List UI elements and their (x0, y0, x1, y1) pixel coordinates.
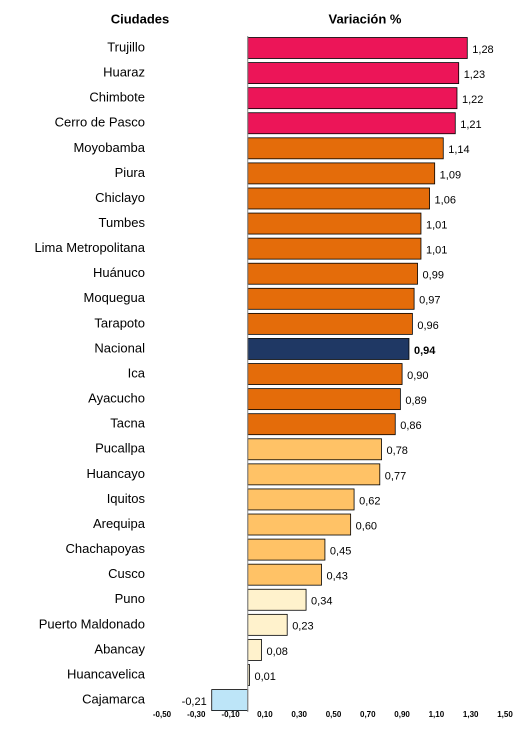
y-tick-label: Lima Metropolitana (34, 240, 145, 255)
y-tick-label: Trujillo (107, 39, 145, 54)
value-label: 1,21 (460, 119, 481, 131)
bar (247, 262, 418, 285)
bar (247, 37, 468, 59)
value-label: 0,90 (407, 370, 428, 382)
bar (247, 563, 322, 586)
value-label: 1,23 (464, 69, 485, 81)
bar (247, 488, 355, 511)
bar (247, 287, 415, 310)
bar (247, 62, 460, 84)
bar (247, 338, 410, 360)
bar (247, 413, 396, 436)
bar (247, 438, 382, 461)
x-tick-label: 0,70 (360, 710, 376, 719)
value-label: 0,94 (414, 345, 436, 357)
value-label: 0,86 (400, 420, 421, 432)
bar (247, 112, 456, 135)
y-tick-label: Chimbote (89, 90, 145, 105)
bar (247, 613, 288, 636)
y-tick-label: Huaraz (103, 65, 145, 80)
y-tick-label: Puerto Maldonado (39, 616, 145, 631)
value-label: 0,99 (423, 270, 444, 282)
value-label: 0,34 (311, 596, 332, 608)
bar (247, 137, 444, 160)
value-label: 0,60 (356, 520, 377, 532)
value-label: 1,06 (435, 194, 456, 206)
value-label: 1,01 (426, 219, 447, 231)
value-label: 0,23 (292, 621, 313, 633)
y-tick-label: Cusco (108, 566, 145, 581)
value-label: 0,96 (417, 320, 438, 332)
y-tick-label: Ica (128, 365, 146, 380)
value-label: 0,08 (266, 646, 287, 658)
bar (247, 463, 381, 486)
y-tick-label: Tarapoto (94, 315, 145, 330)
bar (247, 538, 326, 561)
x-tick-label: -0,10 (221, 710, 240, 719)
y-tick-label: Arequipa (93, 516, 146, 531)
y-tick-label: Nacional (94, 340, 145, 355)
bar (247, 237, 422, 260)
value-label: 0,62 (359, 495, 380, 507)
value-label: 0,97 (419, 295, 440, 307)
bar (247, 212, 422, 235)
y-tick-label: Chiclayo (95, 190, 145, 205)
bar (247, 312, 413, 335)
bar (247, 639, 262, 661)
value-header: Variación % (329, 11, 402, 26)
y-tick-label: Pucallpa (95, 441, 146, 456)
x-tick-label: 1,30 (463, 710, 479, 719)
y-tick-label: Chachapoyas (66, 541, 146, 556)
bar (247, 588, 307, 611)
x-tick-label: 0,10 (257, 710, 273, 719)
y-tick-label: Moyobamba (73, 140, 145, 155)
bar (247, 363, 403, 385)
y-tick-label: Cerro de Pasco (55, 115, 145, 130)
bar (247, 87, 458, 110)
bar (247, 162, 436, 185)
value-label: 0,78 (387, 445, 408, 457)
value-label: 1,28 (472, 44, 493, 56)
x-tick-label: 0,30 (291, 710, 307, 719)
y-tick-label: Huancayo (86, 466, 145, 481)
x-tick-label: -0,50 (153, 710, 172, 719)
category-header: Ciudades (111, 11, 170, 26)
y-tick-label: Tumbes (99, 215, 146, 230)
y-tick-label: Huancavelica (67, 666, 146, 681)
value-label: 1,22 (462, 94, 483, 106)
value-label: 1,01 (426, 245, 447, 257)
x-tick-label: 1,10 (429, 710, 445, 719)
bar (211, 689, 249, 711)
bar (247, 513, 352, 536)
value-label: 0,77 (385, 470, 406, 482)
x-tick-label: -0,30 (187, 710, 206, 719)
x-tick-label: 1,50 (497, 710, 513, 719)
y-tick-label: Moquegua (84, 290, 146, 305)
x-tick-label: 0,50 (326, 710, 342, 719)
y-tick-label: Cajamarca (82, 692, 146, 707)
y-tick-label: Abancay (94, 641, 145, 656)
value-label: 0,89 (405, 395, 426, 407)
value-label: -0,21 (182, 696, 207, 708)
value-label: 0,45 (330, 546, 351, 558)
value-label: 1,09 (440, 169, 461, 181)
y-tick-label: Ayacucho (88, 391, 145, 406)
value-label: 1,14 (448, 144, 469, 156)
x-tick-label: 0,90 (394, 710, 410, 719)
value-label: 0,01 (254, 671, 275, 683)
y-tick-label: Iquitos (107, 491, 146, 506)
y-tick-label: Huánuco (93, 265, 145, 280)
value-label: 0,43 (326, 571, 347, 583)
y-tick-label: Puno (115, 591, 145, 606)
bar (247, 187, 430, 210)
bar (247, 388, 401, 411)
y-tick-label: Tacna (110, 416, 145, 431)
y-tick-label: Piura (115, 165, 146, 180)
